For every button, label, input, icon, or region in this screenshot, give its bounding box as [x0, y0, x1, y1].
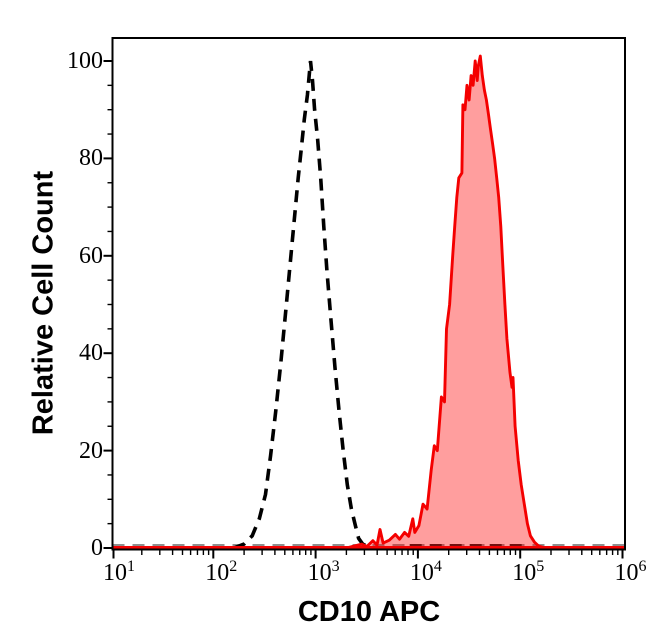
x-tick-base: 10 — [409, 560, 434, 586]
y-tick-label-40: 40 — [79, 340, 103, 367]
x-tick-base: 10 — [103, 560, 127, 586]
x-tick-label-10e1: 101 — [79, 558, 159, 587]
y-tick-label-60: 60 — [79, 242, 103, 269]
x-tick-exponent: 2 — [229, 558, 238, 575]
x-tick-label-10e5: 105 — [488, 558, 568, 587]
stained-curve — [345, 54, 547, 550]
x-tick-exponent: 1 — [127, 558, 135, 575]
x-tick-base: 10 — [205, 560, 230, 586]
x-tick-label-10e4: 104 — [386, 558, 466, 587]
x-tick-exponent: 4 — [433, 558, 442, 575]
x-tick-base: 10 — [512, 560, 537, 586]
x-tick-base: 10 — [307, 560, 332, 586]
y-tick-label-0: 0 — [91, 535, 103, 561]
stained-fill — [346, 56, 546, 548]
y-axis-title: Relative Cell Count — [27, 170, 60, 436]
x-tick-base: 10 — [614, 560, 639, 586]
y-tick-label-20: 20 — [79, 437, 103, 464]
x-axis-title: CD10 APC — [297, 596, 441, 628]
plot-border — [111, 37, 626, 551]
y-tick-label-100: 100 — [67, 48, 103, 74]
x-tick-exponent: 3 — [331, 558, 340, 575]
unstained-control-curve — [233, 60, 370, 550]
x-tick-label-10e3: 103 — [284, 558, 364, 587]
x-tick-label-10e6: 106 — [591, 558, 646, 587]
x-tick-exponent: 6 — [638, 558, 646, 575]
y-tick-label-80: 80 — [79, 145, 103, 172]
x-tick-exponent: 5 — [536, 558, 545, 575]
x-tick-label-10e2: 102 — [181, 558, 261, 587]
